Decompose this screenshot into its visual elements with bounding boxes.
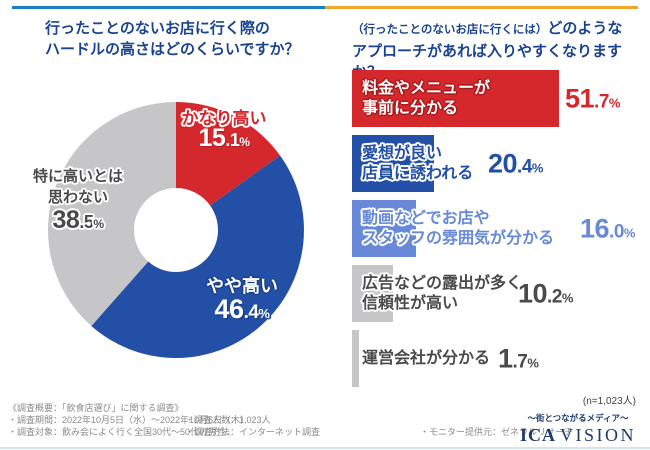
bar-1 — [352, 135, 434, 192]
pie-label-toku-line1: 特に高いとは — [32, 168, 123, 185]
left-chart-title: 行ったことのないお店に行く際の ハードルの高さはどのくらいですか？ — [45, 18, 325, 60]
bottom-rule — [0, 447, 650, 449]
pie-slice-2 — [48, 102, 176, 327]
pie-label-kanari: かなり高い — [181, 109, 267, 128]
bar-value-4: 1.7% — [498, 343, 539, 373]
bar-label-0: 料金やメニューが 事前に分かる — [362, 79, 491, 117]
bar-label-2: 動画などでお店や スタッフの雰囲気が分かる — [362, 209, 555, 247]
bar-row-2: 動画などでお店や スタッフの雰囲気が分かる 16.0% — [352, 200, 647, 257]
pie-label-yaya: やや高い — [206, 276, 278, 296]
pie-value-toku: 38.5% — [52, 206, 105, 234]
brand-block: ～街とつながるメディア～ ICA VISION — [516, 412, 640, 446]
survey-overview: 《調査概要：「飲食店選び」に関する調査》 — [8, 403, 184, 413]
survey-footer-row3: ・調査対象：飲み会によく行く全国30代～50代の男性・調査方法：インターネット調… — [8, 426, 573, 438]
survey-footer-row2: ・調査期間：2022年10月5日（水）～2022年10月6日（木）・調査人数：1… — [8, 414, 573, 426]
pie-slice-1 — [91, 155, 304, 358]
bar-value-0: 51.7% — [565, 83, 620, 113]
pie-label-toku-line2: 思わない — [47, 189, 108, 206]
brand-tagline: ～街とつながるメディア～ — [527, 413, 629, 423]
survey-period: ・調査期間：2022年10月5日（水）～2022年10月6日（木） — [8, 415, 250, 425]
left-chart-title-line1: 行ったことのないお店に行く際の — [45, 20, 270, 37]
survey-method: ・調査方法：インターネット調査 — [185, 427, 321, 437]
pie-value-yaya: 46.4% — [214, 294, 270, 324]
survey-footer: 《調査概要：「飲食店選び」に関する調査》 ・調査期間：2022年10月5日（水）… — [8, 402, 573, 438]
bar-value-3: 10.2% — [518, 278, 573, 308]
pie-label-toku: 特に高いとは 思わない 38.5% — [14, 166, 142, 235]
bar-0 — [352, 70, 559, 127]
survey-people: ・調査人数：1,023人 — [185, 415, 271, 425]
logo-ica: ICA — [519, 425, 556, 445]
bar-row-1: 愛想が良い 店員に誘われる 20.4% — [352, 135, 647, 192]
bar-label-4: 運営会社が分かる — [362, 349, 491, 367]
bar-label-1: 愛想が良い 店員に誘われる — [362, 144, 474, 182]
bar-row-3: 広告などの露出が多く 信頼性が高い 10.2% — [352, 265, 647, 322]
bar-2 — [352, 200, 416, 257]
bar-value-2: 16.0% — [580, 213, 635, 243]
survey-monitor: ・モニター提供元：ゼネラルリサーチ — [420, 427, 574, 437]
right-chart-title-rest: どのような — [547, 20, 623, 37]
bar-value-1: 20.4% — [488, 148, 543, 178]
pie-value-kanari: 15.1% — [198, 124, 251, 152]
right-chart-title-paren: （行ったことのないお店に行くには） — [352, 24, 548, 36]
bar-chart: 料金やメニューが 事前に分かる 51.7% 愛想が良い 店員に誘われる 20.4% 動画など… — [352, 70, 647, 400]
sample-size-note: (n=1,023人) — [582, 396, 636, 407]
survey-target: ・調査対象：飲み会によく行く全国30代～50代の男性 — [8, 427, 227, 437]
left-chart-title-line2: ハードルの高さはどのくらいですか？ — [45, 41, 300, 58]
ica-vision-logo: ICA VISION — [516, 425, 640, 446]
pie-slice-0 — [176, 102, 281, 206]
logo-vision: VISION — [560, 425, 636, 445]
top-rule-right — [325, 6, 638, 9]
top-rule-left — [12, 6, 325, 9]
bar-row-4: 運営会社が分かる 1.7% — [352, 330, 647, 387]
bar-3 — [352, 265, 393, 322]
bar-label-3: 広告などの露出が多く 信頼性が高い — [362, 274, 523, 312]
bar-4 — [352, 330, 359, 387]
donut-chart — [48, 102, 304, 358]
bar-row-0: 料金やメニューが 事前に分かる 51.7% — [352, 70, 647, 127]
